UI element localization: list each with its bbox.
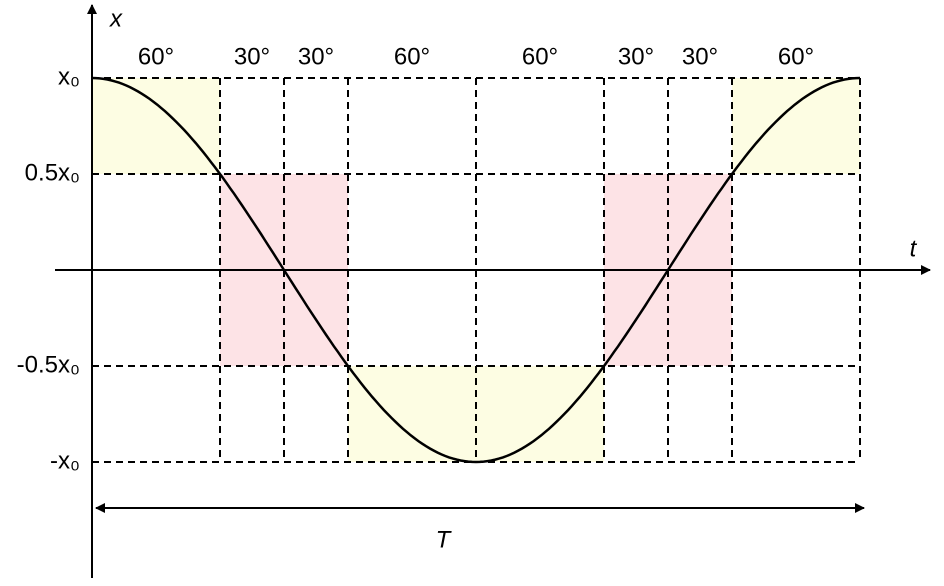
segment-label: 60° bbox=[522, 43, 558, 70]
period-label: T bbox=[436, 526, 453, 553]
cosine-curve bbox=[91, 76, 861, 464]
segment-label: 30° bbox=[682, 43, 718, 70]
segment-label: 30° bbox=[298, 43, 334, 70]
segment-label: 60° bbox=[138, 43, 174, 70]
shade bbox=[732, 78, 860, 174]
y-label: -x₀ bbox=[50, 447, 80, 474]
segment-label: 60° bbox=[778, 43, 814, 70]
segment-label: 60° bbox=[394, 43, 430, 70]
axis-label: x bbox=[109, 5, 123, 32]
y-label: 0.5x₀ bbox=[25, 159, 80, 186]
y-label: x₀ bbox=[58, 63, 80, 90]
axis-label: t bbox=[910, 235, 918, 262]
segment-label: 30° bbox=[234, 43, 270, 70]
segment-label: 30° bbox=[618, 43, 654, 70]
shade bbox=[92, 78, 220, 174]
y-label: -0.5x₀ bbox=[17, 351, 80, 378]
